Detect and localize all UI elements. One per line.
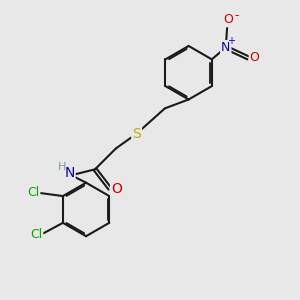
- Text: N: N: [221, 41, 230, 54]
- Text: Cl: Cl: [27, 186, 39, 199]
- Text: S: S: [132, 127, 141, 141]
- Text: O: O: [111, 182, 122, 196]
- Text: O: O: [223, 13, 233, 26]
- Text: Cl: Cl: [30, 228, 42, 241]
- Text: O: O: [250, 51, 260, 64]
- Text: H: H: [58, 162, 66, 172]
- Text: N: N: [64, 167, 75, 181]
- Text: -: -: [235, 9, 239, 22]
- Text: +: +: [227, 36, 235, 46]
